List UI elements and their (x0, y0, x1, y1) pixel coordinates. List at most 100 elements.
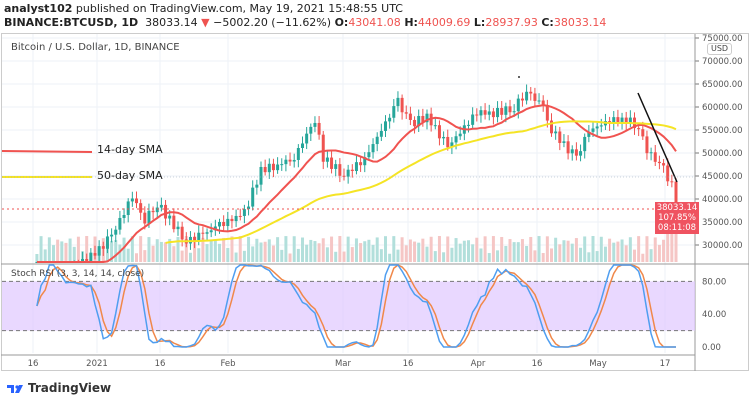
stoch-band (2, 281, 695, 331)
candle-body (130, 198, 134, 202)
candle-body (85, 259, 89, 262)
volume-bar (184, 236, 188, 262)
candle-body (234, 215, 238, 222)
volume-bar (218, 243, 221, 262)
price-change: −5002.20 (−11.62%) (213, 16, 332, 29)
candle-body (637, 128, 641, 130)
candle-body (209, 230, 213, 233)
candle-body (674, 181, 678, 209)
candle-body (81, 259, 85, 262)
currency-button[interactable]: USD (707, 43, 733, 55)
candle-body (529, 91, 533, 94)
candle-body (537, 100, 541, 102)
sma50-label: 50-day SMA (97, 169, 163, 182)
badge-pct: 107.85% (658, 213, 696, 223)
candle-body (218, 222, 221, 227)
volume-bar (529, 236, 533, 262)
candle-body (168, 215, 172, 219)
volume-bar (201, 237, 205, 262)
y-tick-label: 40000.00 (702, 195, 743, 205)
volume-bar (408, 239, 412, 262)
y-tick-label: 50000.00 (702, 149, 743, 159)
candle-body (114, 229, 118, 235)
volume-bar (421, 238, 425, 262)
candle-body (359, 162, 363, 166)
candle-body (591, 128, 595, 132)
volume-bar (222, 237, 226, 262)
volume-bar (139, 236, 143, 262)
volume-bar (350, 247, 354, 262)
volume-bar (188, 252, 192, 262)
sma50-line (165, 120, 677, 244)
candle-body (512, 111, 516, 113)
volume-bar (147, 237, 151, 262)
candle-body (172, 215, 176, 230)
candle-body (176, 226, 180, 230)
candle-body (159, 204, 163, 208)
x-tick-label: Apr (471, 359, 486, 369)
volume-bar (126, 248, 130, 262)
candle-body (670, 181, 674, 183)
candle-body (271, 163, 275, 171)
x-tick-label: 16 (403, 359, 414, 369)
candle-body (242, 209, 246, 216)
candle-body (550, 120, 553, 134)
volume-bar (176, 236, 180, 262)
candle-body (442, 136, 446, 139)
volume-bar (309, 239, 313, 262)
volume-bar (247, 236, 251, 262)
volume-bar (143, 250, 147, 262)
volume-bar (533, 250, 537, 262)
volume-bar (475, 237, 479, 262)
volume-bar (570, 243, 574, 262)
volume-bar (338, 236, 342, 262)
open-label: O: (334, 16, 349, 29)
volume-bar (288, 253, 292, 262)
volume-bar (209, 240, 213, 262)
candle-body (595, 126, 599, 129)
volume-bar (633, 249, 636, 262)
candle-body (222, 222, 226, 227)
volume-bar (450, 247, 454, 262)
volume-bar (151, 245, 155, 262)
candle-body (325, 157, 329, 162)
volume-bar (657, 244, 661, 262)
candle-body (425, 113, 429, 123)
candle-body (350, 169, 354, 172)
candle-body (110, 234, 114, 237)
high-label: H: (404, 16, 418, 29)
candle-body (558, 131, 562, 143)
volume-bar (396, 249, 400, 262)
volume-bar (541, 253, 545, 262)
chart-panel[interactable] (1, 33, 749, 371)
volume-bar (603, 246, 607, 262)
volume-bar (130, 236, 134, 262)
candle-body (450, 142, 454, 148)
volume-bar (43, 249, 47, 262)
candle-body (238, 215, 242, 217)
volume-bar (425, 246, 429, 262)
volume-bar (230, 236, 234, 262)
volume-bar (135, 253, 138, 262)
volume-bar (537, 236, 541, 262)
volume-bar (39, 236, 43, 262)
candle-body (155, 207, 159, 213)
sma14-line (36, 104, 677, 263)
volume-bar (384, 236, 387, 262)
volume-bar (599, 236, 603, 262)
candle-body (487, 111, 491, 115)
volume-bar (595, 251, 599, 262)
candle-body (363, 157, 367, 166)
x-tick-label: Feb (220, 359, 235, 369)
high-value: 44009.69 (417, 16, 471, 29)
volume-bar (591, 236, 595, 262)
volume-bar (545, 236, 549, 262)
volume-bar (313, 241, 317, 262)
tradingview-logo[interactable]: TradingView (6, 381, 111, 395)
volume-bar (180, 250, 184, 262)
last-price: 38033.14 (145, 16, 198, 29)
candle-body (400, 97, 404, 113)
candle-body (566, 141, 570, 154)
y-tick-label: 35000.00 (702, 218, 743, 228)
